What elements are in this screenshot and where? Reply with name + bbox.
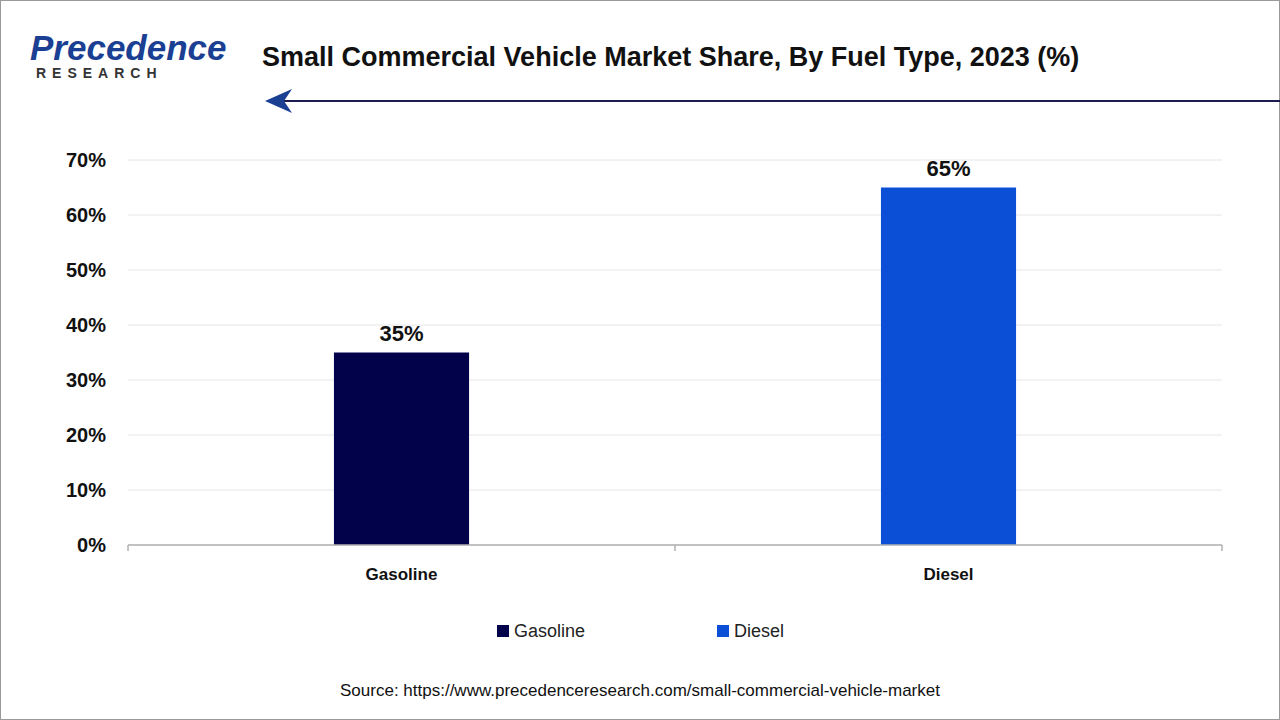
y-tick-label: 60% bbox=[66, 204, 106, 226]
y-tick-label: 30% bbox=[66, 369, 106, 391]
y-tick-label: 40% bbox=[66, 314, 106, 336]
y-tick-label: 10% bbox=[66, 479, 106, 501]
grid-line bbox=[128, 270, 1222, 271]
bars bbox=[334, 188, 1016, 546]
grid-line bbox=[128, 160, 1222, 161]
x-tick bbox=[1221, 545, 1223, 551]
grid-line bbox=[128, 325, 1222, 326]
legend-label: Diesel bbox=[734, 621, 784, 641]
y-tick-label: 20% bbox=[66, 424, 106, 446]
chart-title: Small Commercial Vehicle Market Share, B… bbox=[262, 42, 1079, 72]
title-arrow bbox=[265, 89, 292, 113]
legend-swatch bbox=[497, 625, 509, 637]
bar bbox=[334, 353, 469, 546]
grid-line bbox=[128, 490, 1222, 491]
title-rule bbox=[275, 100, 1280, 102]
chart-root: PrecedenceRESEARCH Small Commercial Vehic… bbox=[0, 0, 1280, 720]
y-tick-label: 0% bbox=[77, 534, 106, 556]
y-tick-label: 50% bbox=[66, 259, 106, 281]
x-tick bbox=[127, 545, 129, 551]
bar bbox=[881, 188, 1016, 546]
legend-label: Gasoline bbox=[514, 621, 585, 641]
data-label: 65% bbox=[926, 156, 970, 181]
x-tick bbox=[674, 545, 676, 551]
x-tick-label: Gasoline bbox=[366, 565, 438, 584]
chart-svg: PrecedenceRESEARCH Small Commercial Vehic… bbox=[0, 0, 1280, 720]
logo-name: Precedence bbox=[30, 28, 227, 67]
grid-line bbox=[128, 435, 1222, 436]
source-note: Source: https://www.precedenceresearch.c… bbox=[340, 681, 940, 700]
grid-line bbox=[128, 380, 1222, 381]
frame bbox=[1, 1, 1280, 720]
y-tick-label: 70% bbox=[66, 149, 106, 171]
data-label: 35% bbox=[379, 321, 423, 346]
x-tick-label: Diesel bbox=[923, 565, 973, 584]
grid-line bbox=[128, 215, 1222, 216]
logo-tagline: RESEARCH bbox=[36, 65, 163, 81]
legend-swatch bbox=[717, 625, 729, 637]
